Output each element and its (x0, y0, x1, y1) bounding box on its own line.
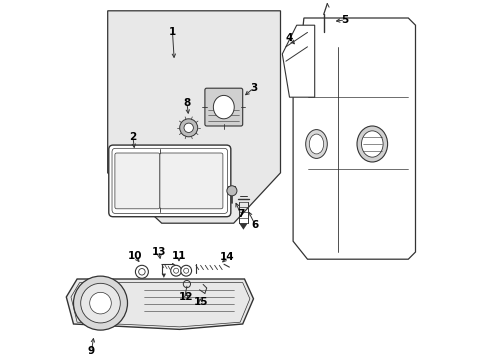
FancyBboxPatch shape (108, 145, 230, 217)
Polygon shape (66, 279, 253, 329)
Circle shape (183, 123, 193, 132)
Circle shape (181, 265, 191, 276)
FancyBboxPatch shape (115, 153, 160, 209)
Text: 4: 4 (285, 33, 293, 43)
Text: 1: 1 (168, 27, 176, 37)
Text: 7: 7 (237, 209, 244, 219)
Text: 6: 6 (251, 220, 258, 230)
Text: 5: 5 (341, 15, 348, 25)
Text: 9: 9 (88, 346, 95, 356)
Circle shape (135, 265, 148, 278)
Polygon shape (162, 274, 166, 278)
Circle shape (81, 283, 120, 323)
Ellipse shape (356, 126, 387, 162)
Text: 11: 11 (171, 251, 186, 261)
Ellipse shape (213, 95, 234, 119)
Circle shape (179, 119, 197, 137)
Ellipse shape (309, 134, 323, 154)
Polygon shape (107, 11, 280, 223)
Ellipse shape (361, 131, 382, 157)
Text: 12: 12 (179, 292, 193, 302)
Polygon shape (282, 25, 314, 97)
Circle shape (173, 268, 178, 273)
Circle shape (226, 186, 237, 196)
FancyBboxPatch shape (160, 153, 223, 209)
Text: 15: 15 (193, 297, 207, 307)
Circle shape (139, 269, 145, 275)
Circle shape (170, 265, 181, 276)
Ellipse shape (305, 130, 326, 158)
Text: 8: 8 (183, 98, 190, 108)
Circle shape (89, 292, 111, 314)
FancyBboxPatch shape (204, 88, 242, 126)
Circle shape (183, 268, 188, 273)
Text: 13: 13 (151, 247, 166, 257)
Text: 10: 10 (127, 251, 142, 261)
Circle shape (73, 276, 127, 330)
Polygon shape (292, 18, 415, 259)
Text: 2: 2 (129, 132, 136, 142)
Text: 3: 3 (249, 83, 257, 93)
Text: 14: 14 (220, 252, 234, 262)
Polygon shape (239, 223, 247, 230)
